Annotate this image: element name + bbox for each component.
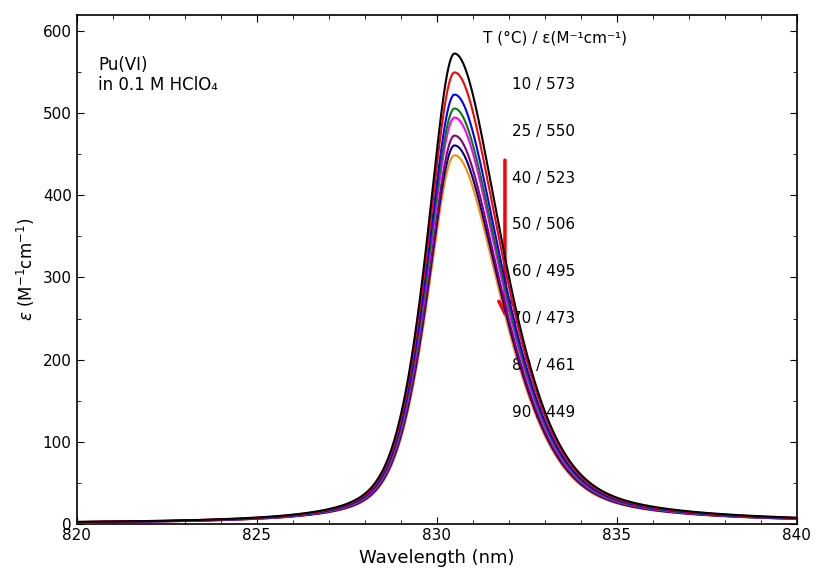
Text: 40 / 523: 40 / 523 <box>512 171 575 186</box>
Text: Pu(VI)
in 0.1 M HClO₄: Pu(VI) in 0.1 M HClO₄ <box>98 56 218 94</box>
Text: 50 / 506: 50 / 506 <box>512 218 575 232</box>
Text: 10 / 573: 10 / 573 <box>512 77 575 92</box>
Text: 70 / 473: 70 / 473 <box>512 311 575 326</box>
Text: 60 / 495: 60 / 495 <box>512 264 576 279</box>
Text: 80 / 461: 80 / 461 <box>512 358 575 373</box>
Text: 25 / 550: 25 / 550 <box>512 124 575 139</box>
Text: 90 / 449: 90 / 449 <box>512 404 576 420</box>
X-axis label: Wavelength (nm): Wavelength (nm) <box>358 549 515 567</box>
Y-axis label: $\varepsilon$ (M$^{-1}$cm$^{-1}$): $\varepsilon$ (M$^{-1}$cm$^{-1}$) <box>15 218 37 321</box>
Text: T (°C) / ε(M⁻¹cm⁻¹): T (°C) / ε(M⁻¹cm⁻¹) <box>483 30 627 45</box>
